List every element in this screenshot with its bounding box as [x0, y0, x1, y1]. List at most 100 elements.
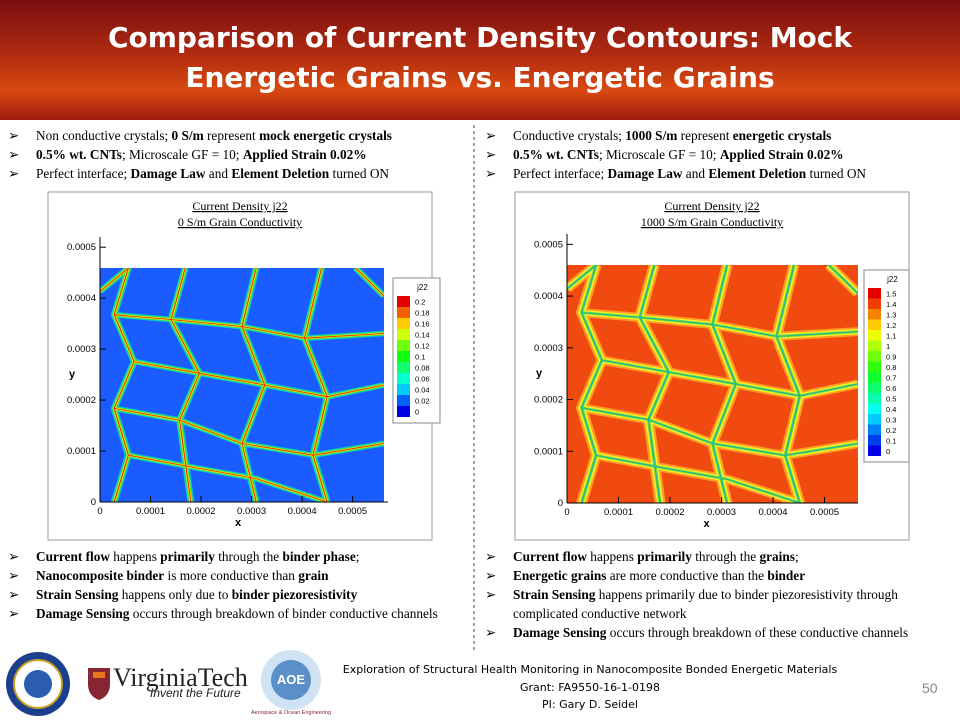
colorbar-swatch: [868, 330, 881, 341]
y-tick-label: 0.0001: [534, 446, 563, 457]
y-tick-label: 0: [91, 497, 96, 508]
colorbar-swatch: [397, 373, 410, 384]
contour-band: [581, 312, 858, 337]
bullet-text: is more conductive than: [164, 568, 299, 583]
bullet-text: mock energetic crystals: [259, 128, 392, 143]
bullet: Perfect interface; Damage Law and Elemen…: [485, 164, 943, 183]
colorbar-label: 0.04: [415, 386, 430, 395]
y-axis-label: y: [69, 369, 76, 381]
bullet-text: occurs through breakdown of binder condu…: [129, 606, 438, 621]
bullet-text: 0.5% wt. CNTs: [36, 147, 122, 162]
colorbar-label: 0.2: [415, 298, 425, 307]
colorbar-label: 0.3: [886, 415, 896, 424]
y-tick-label: 0.0004: [534, 291, 563, 302]
contour-band: [581, 407, 858, 456]
bullet-text: binder piezoresistivity: [231, 587, 358, 602]
contour-band: [567, 265, 597, 290]
bullet-text: Strain Sensing: [513, 587, 596, 602]
bullet-text: occurs through breakdown of these conduc…: [606, 625, 909, 640]
colorbar-label: 1.5: [886, 289, 896, 298]
contour-band: [828, 265, 858, 294]
university-motto: Invent the Future: [150, 686, 241, 700]
bullet: Damage Sensing occurs through breakdown …: [8, 604, 466, 623]
bullet-text: happens: [109, 549, 161, 564]
bullet-text: primarily: [160, 549, 215, 564]
colorbar-label: 0: [415, 408, 419, 417]
bullet-text: 0.5% wt. CNTs: [513, 147, 599, 162]
bullet-text: Nanocomposite binder: [36, 568, 165, 583]
bullet-text: Element Deletion: [231, 166, 330, 181]
colorbar-swatch: [868, 361, 881, 372]
colorbar-swatch: [868, 424, 881, 435]
field-background: [100, 268, 384, 502]
bullet-text: Current flow: [36, 549, 110, 564]
colorbar-label: 0.12: [415, 342, 430, 351]
bullet-text: binder: [767, 568, 806, 583]
bullet-text: represent: [203, 128, 260, 143]
bullet-text: Damage Sensing: [513, 625, 607, 640]
contour-band: [580, 265, 603, 503]
colorbar-swatch: [397, 395, 410, 406]
x-axis-label: x: [235, 517, 242, 529]
colorbar-label: 0.14: [415, 331, 430, 340]
colorbar-label: 0.6: [886, 384, 896, 393]
air-force-seal: [6, 652, 70, 716]
bullet-text: Current flow: [513, 549, 587, 564]
bullet: Current flow happens primarily through t…: [8, 547, 466, 566]
colorbar-label: 1: [886, 342, 890, 351]
colorbar-swatch: [868, 414, 881, 425]
colorbar-swatch: [397, 340, 410, 351]
colorbar-swatch: [397, 362, 410, 373]
bullet-text: Damage Law: [607, 166, 683, 181]
colorbar-title: j22: [886, 275, 898, 284]
bullet-text: Element Deletion: [708, 166, 807, 181]
colorbar-swatch: [868, 445, 881, 456]
bullet-text: 0 S/m: [171, 128, 204, 143]
colorbar-swatch: [868, 319, 881, 330]
y-tick-label: 0.0002: [67, 395, 96, 406]
bullet-text: ; Microscale GF = 10;: [121, 147, 243, 162]
colorbar-label: 0.16: [415, 320, 430, 329]
contour-field: [100, 268, 384, 502]
bullet-text: and: [682, 166, 709, 181]
bullet: Conductive crystals; 1000 S/m represent …: [485, 126, 943, 145]
aoe-logo-text: AOE: [277, 672, 306, 687]
colorbar-swatch: [868, 382, 881, 393]
x-tick-label: 0.0001: [136, 506, 165, 517]
colorbar-label: 0.9: [886, 352, 896, 361]
department-name: Aerospace & Ocean Engineering: [251, 710, 331, 716]
colorbar-label: 0.02: [415, 397, 430, 406]
x-tick-label: 0.0003: [237, 506, 266, 517]
x-tick-label: 0: [97, 506, 102, 517]
y-tick-label: 0.0005: [534, 239, 563, 250]
page-number: 50: [922, 680, 938, 696]
colorbar-label: 0.18: [415, 309, 430, 318]
colorbar-label: 1.4: [886, 300, 896, 309]
university-name: VirginiaTech: [113, 663, 248, 692]
bullet-text: Applied Strain 0.02%: [719, 147, 844, 162]
colorbar-swatch: [397, 296, 410, 307]
contour-band: [355, 268, 384, 297]
colorbar-swatch: [868, 288, 881, 299]
colorbar-label: 0.08: [415, 364, 430, 373]
bullet: Non conductive crystals; 0 S/m represent…: [8, 126, 466, 145]
bullet-text: happens primarily due to binder piezores…: [513, 587, 898, 621]
plot-subtitle: 0 S/m Grain Conductivity: [178, 215, 302, 229]
colorbar-label: 1.1: [886, 331, 896, 340]
colorbar-label: 0.2: [886, 426, 896, 435]
bullet-text: primarily: [637, 549, 692, 564]
bullet: Nanocomposite binder is more conductive …: [8, 566, 466, 585]
contour-band: [595, 454, 801, 503]
colorbar-swatch: [397, 318, 410, 329]
footer-line: PI: Gary D. Seidel: [542, 698, 638, 711]
contour-band: [133, 361, 384, 398]
colorbar-label: 1.2: [886, 321, 896, 330]
x-tick-label: 0.0001: [604, 507, 633, 518]
plot-title: Current Density j22: [192, 199, 287, 213]
bullet-text: Perfect interface;: [36, 166, 131, 181]
bullet-text: Conductive crystals;: [513, 128, 626, 143]
x-tick-label: 0.0005: [338, 506, 367, 517]
y-tick-label: 0.0002: [534, 395, 563, 406]
y-tick-label: 0: [558, 498, 563, 509]
